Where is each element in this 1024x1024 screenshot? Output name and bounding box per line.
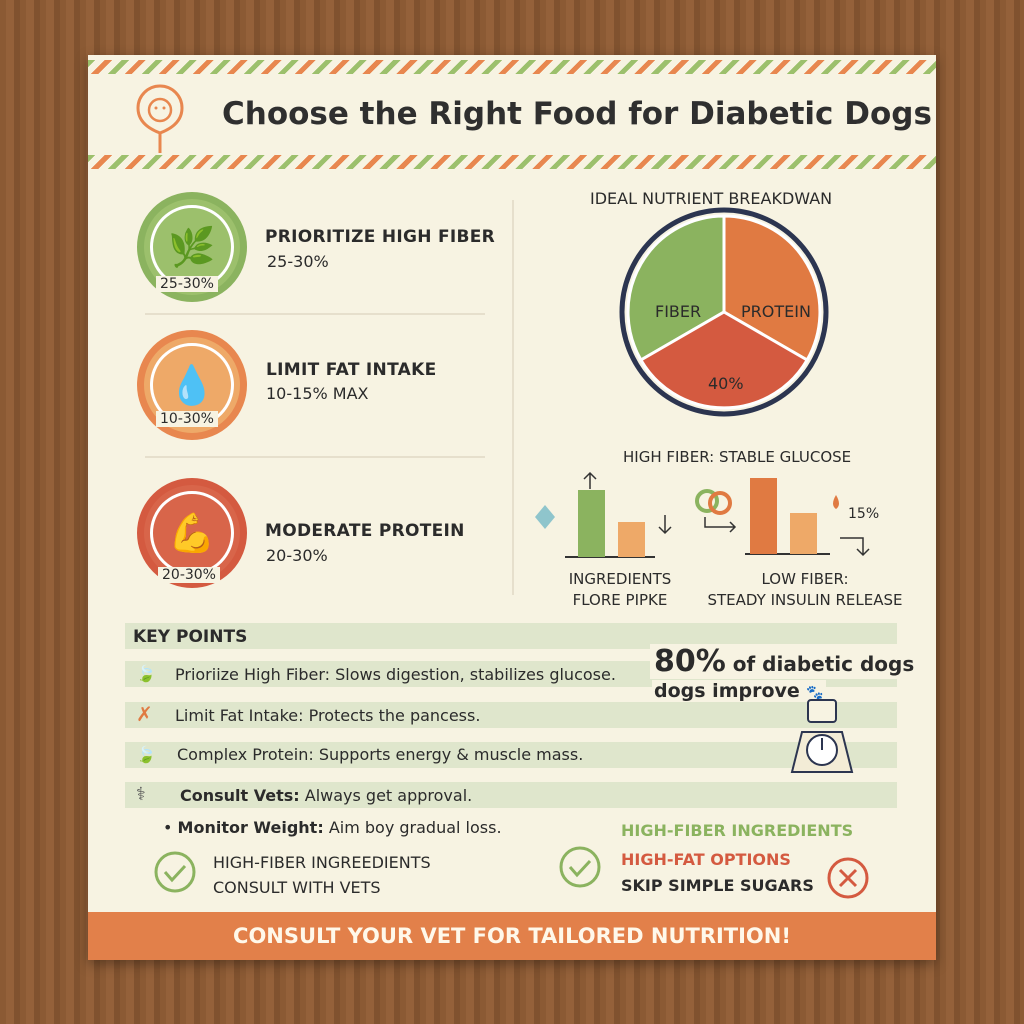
fat-badge-label: 10-30% <box>156 411 218 427</box>
label-line: LOW FIBER: <box>761 570 849 588</box>
check-list-left: HIGH-FIBER INGREEDIENTS CONSULT WITH VETS <box>213 850 431 900</box>
no-fat-icon: ✗ <box>136 702 153 726</box>
divider-arrow <box>145 313 485 315</box>
glucose-bars <box>535 471 870 558</box>
label-line: FLORE PIPKE <box>572 591 668 609</box>
check-item: HIGH-FIBER INGREEDIENTS <box>213 853 431 872</box>
drop-value: 15% <box>848 506 880 522</box>
protein-badge-label: 20-30% <box>158 567 220 583</box>
pie-label-protein: PROTEIN <box>741 302 811 321</box>
scale-icon <box>790 699 854 773</box>
protein-badge: 💪 <box>137 478 247 588</box>
guideline-title: PRIORITIZE HIGH FIBER <box>265 227 496 247</box>
divider-arrow <box>145 456 485 458</box>
key-point: Limit Fat Intake: Protects the pancess. <box>175 706 481 725</box>
arrow-up-icon <box>583 471 597 489</box>
guideline-title: MODERATE PROTEIN <box>265 521 465 541</box>
key-point: Consult Vets: Always get approval. <box>180 786 472 805</box>
check-item: CONSULT WITH VETS <box>213 878 381 897</box>
avoid-label: HIGH-FAT OPTIONS <box>621 850 791 869</box>
paw-icon: 🐾 <box>806 685 824 701</box>
stat-value: 80% <box>654 644 726 679</box>
top-stripe <box>88 60 936 74</box>
footer-banner: CONSULT YOUR VET FOR TAILORED NUTRITION! <box>88 912 936 960</box>
drop-icon <box>833 495 839 509</box>
stat-text: dogs improve <box>654 680 800 702</box>
key-points-heading: KEY POINTS <box>133 627 248 647</box>
guideline-title: LIMIT FAT INTAKE <box>266 360 437 380</box>
leaf-icon <box>535 505 555 529</box>
recommended-label: HIGH-FIBER INGREDIENTS <box>621 821 854 840</box>
caduceus-icon: ⚕ <box>136 784 146 805</box>
key-point: Complex Protein: Supports energy & muscl… <box>177 745 584 764</box>
pie-slice-other <box>638 310 810 410</box>
key-point: Prioriize High Fiber: Slows digestion, s… <box>175 665 616 684</box>
skip-label: SKIP SIMPLE SUGARS <box>621 876 814 895</box>
dog-logo-icon <box>136 84 184 153</box>
key-point-text: Always get approval. <box>299 786 473 805</box>
pie-label-fiber: FIBER <box>655 302 702 321</box>
key-point-bullet: • Monitor Weight: Aim boy gradual loss. <box>163 818 502 837</box>
right-bar-label: LOW FIBER: STEADY INSULIN RELEASE <box>700 570 910 609</box>
check-circle-icon <box>154 851 196 893</box>
arrow-down-icon <box>658 515 672 535</box>
bullet-bold: Monitor Weight: <box>177 818 324 837</box>
bullet-text: Aim boy gradual loss. <box>323 818 502 837</box>
fiber-badge-label: 25-30% <box>156 276 218 292</box>
muscle-icon: 💪 <box>150 491 234 575</box>
leaf-icon: 🍃 <box>136 664 156 683</box>
guideline-value: 25-30% <box>267 252 329 271</box>
bar-low-fiber <box>750 478 777 554</box>
page-title: Choose the Right Food for Diabetic Dogs <box>222 96 932 132</box>
stat-line: of diabetic dogs <box>725 652 915 676</box>
leaf-icon: 🌿 <box>150 205 234 289</box>
check-circle-icon <box>559 846 601 888</box>
stat-line-2: dogs improve 🐾 <box>652 680 826 702</box>
stat-callout: 80% of diabetic dogs <box>650 644 919 679</box>
nutrient-pie <box>619 207 829 417</box>
x-circle-icon <box>827 857 869 899</box>
bar-low <box>618 522 645 557</box>
column-divider <box>512 200 514 595</box>
bar-high-fiber <box>578 490 605 557</box>
label-line: INGREDIENTS <box>568 570 672 588</box>
pie-slice-fiber <box>626 214 726 363</box>
pie-label-other: 40% <box>708 374 744 393</box>
fiber-badge: 🌿 <box>137 192 247 302</box>
label-line: STEADY INSULIN RELEASE <box>707 591 903 609</box>
guideline-value: 10-15% MAX <box>266 384 369 403</box>
cycle-icon <box>695 489 719 513</box>
key-point-bold: Consult Vets: <box>180 786 300 805</box>
pie-slice-protein <box>722 214 822 363</box>
left-bar-label: INGREDIENTS FLORE PIPKE <box>555 570 685 609</box>
bar-insulin <box>790 513 817 554</box>
glucose-title: HIGH FIBER: STABLE GLUCOSE <box>623 448 852 466</box>
pie-title: IDEAL NUTRIENT BREAKDWAN <box>590 189 833 208</box>
leaf-icon: 🍃 <box>136 745 156 764</box>
guideline-value: 20-30% <box>266 546 328 565</box>
title-stripe <box>88 155 936 169</box>
